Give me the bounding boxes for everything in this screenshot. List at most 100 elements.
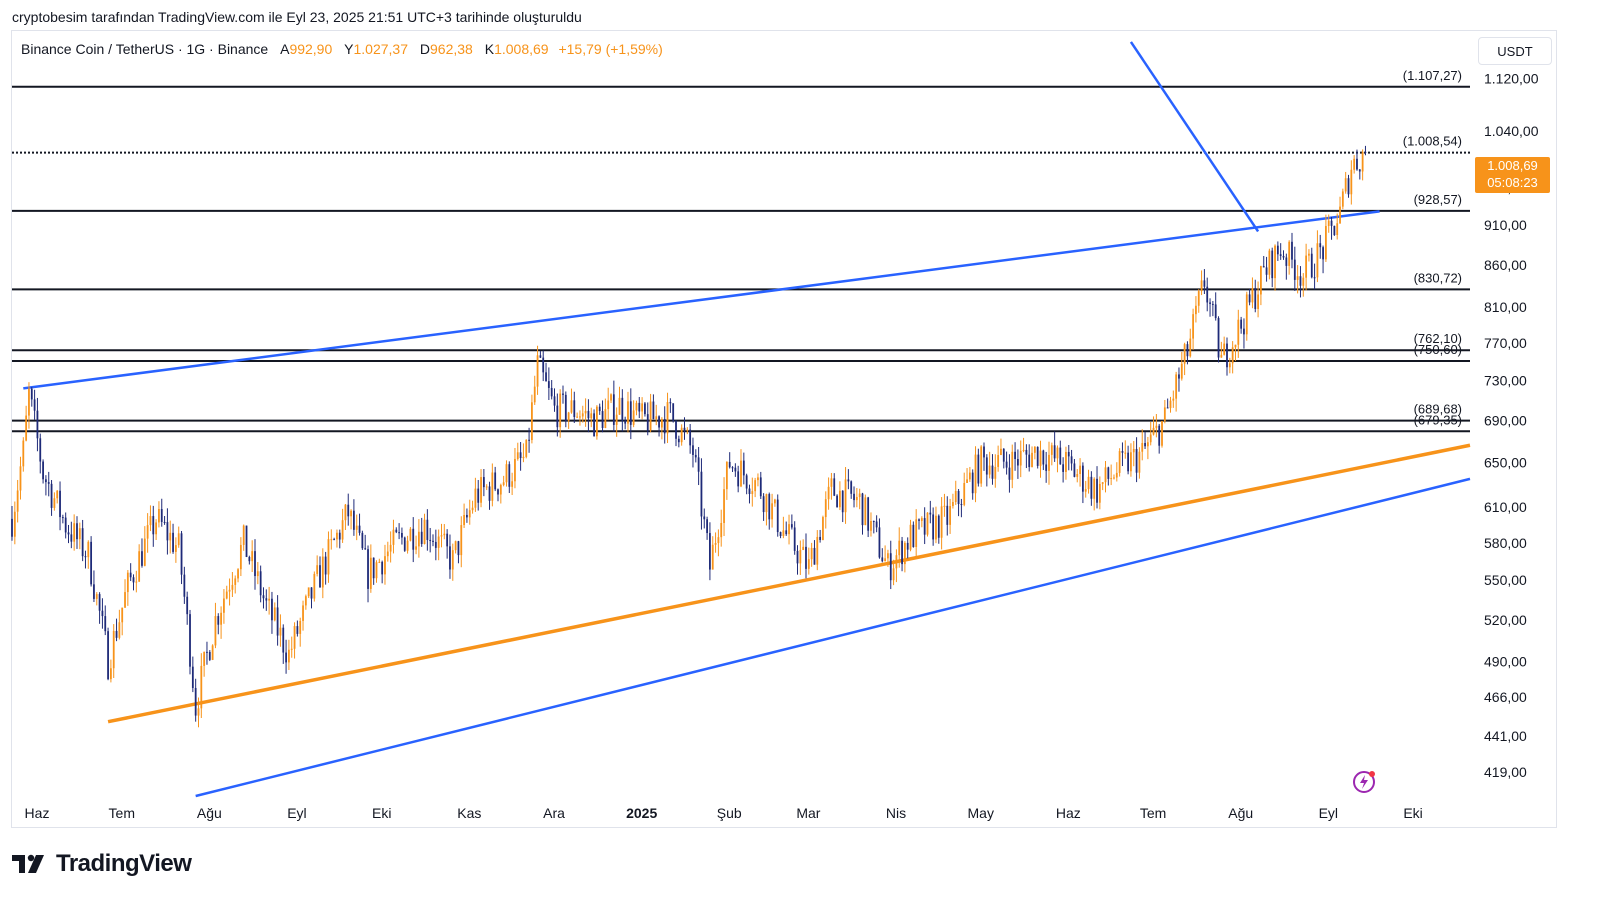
candle-body — [1186, 344, 1189, 357]
candle-body — [539, 355, 542, 358]
candle-body — [717, 537, 720, 544]
candle-body — [129, 572, 132, 578]
trendline[interactable] — [107, 443, 1471, 724]
candle-body — [745, 475, 748, 489]
candle-body — [850, 481, 853, 494]
candle-body — [132, 577, 135, 583]
candle-body — [1014, 451, 1016, 460]
change-value: +15,79 (+1,59%) — [558, 41, 663, 57]
candle-body — [1025, 449, 1028, 455]
open-label: A — [280, 41, 290, 57]
candle-body — [420, 531, 423, 544]
candle-body — [652, 401, 655, 420]
candle-body — [265, 598, 268, 601]
candle-body — [632, 410, 635, 425]
lightning-icon[interactable] — [1352, 769, 1378, 800]
candle-body — [1237, 319, 1240, 345]
candle-body — [954, 490, 957, 503]
candle-body — [482, 477, 485, 488]
high-label: Y — [344, 41, 354, 57]
time-tick-label: Eyl — [1319, 805, 1338, 821]
candle-body — [214, 616, 217, 646]
candle-body — [867, 497, 870, 531]
candle-body — [398, 532, 401, 534]
trendline[interactable] — [1129, 41, 1260, 233]
time-tick-label: May — [968, 805, 994, 821]
candle-body — [909, 524, 912, 550]
candle-body — [1166, 407, 1169, 409]
time-tick-label: Eki — [372, 805, 391, 821]
candle-body — [1336, 223, 1339, 236]
trendline[interactable] — [195, 477, 1471, 798]
candle-body — [1347, 178, 1350, 195]
candle-body — [172, 532, 174, 552]
candle-body — [499, 484, 502, 495]
candle-body — [369, 557, 372, 589]
price-tick-label: 520,00 — [1484, 612, 1527, 628]
candle-body — [1031, 452, 1033, 468]
candle-body — [878, 527, 881, 558]
candle-body — [169, 532, 172, 541]
time-tick-label: Kas — [457, 805, 481, 821]
candle-body — [19, 466, 22, 491]
price-tick-label: 770,00 — [1484, 335, 1527, 351]
symbol-name[interactable]: Binance Coin / TetherUS · 1G · Binance — [21, 41, 269, 57]
candle-body — [802, 546, 805, 551]
candle-body — [1288, 241, 1291, 266]
candle-body — [680, 427, 683, 443]
candle-body — [861, 493, 864, 526]
candle-body — [1163, 407, 1166, 422]
candle-body — [1254, 288, 1257, 309]
candle-body — [1115, 472, 1118, 478]
candle-body — [234, 578, 237, 585]
chart-frame[interactable] — [11, 30, 1557, 828]
candle-body — [742, 460, 745, 476]
candle-body — [163, 521, 166, 523]
time-tick-label: Mar — [796, 805, 820, 821]
candle-body — [1358, 169, 1361, 172]
candle-body — [895, 555, 898, 569]
candle-body — [918, 519, 920, 521]
candle-body — [1231, 347, 1234, 364]
candle-body — [1144, 443, 1146, 447]
candle-body — [316, 565, 319, 574]
candle-body — [1107, 467, 1110, 479]
tradingview-logo[interactable]: TradingView — [12, 850, 192, 878]
candle-body — [392, 529, 395, 545]
candle-body — [971, 472, 974, 494]
candle-body — [423, 519, 426, 544]
candle-body — [706, 519, 708, 534]
candle-body — [338, 532, 341, 540]
candle-body — [285, 652, 287, 663]
candle-body — [641, 403, 644, 412]
time-tick-label: Haz — [25, 805, 50, 821]
candle-body — [1313, 277, 1316, 279]
candle-body — [595, 406, 598, 437]
currency-button[interactable]: USDT — [1478, 37, 1552, 65]
candle-body — [819, 536, 822, 540]
candle-body — [1042, 450, 1045, 465]
candle-body — [1067, 451, 1070, 457]
candle-body — [658, 416, 660, 428]
candle-body — [381, 561, 384, 575]
candle-body — [358, 525, 361, 533]
candle-body — [64, 517, 67, 533]
trendline[interactable] — [23, 210, 1380, 390]
candle-body — [76, 523, 78, 540]
candle-body — [16, 490, 19, 512]
candle-body — [779, 532, 782, 537]
candle-body — [1265, 267, 1268, 275]
candle-body — [155, 522, 158, 535]
symbol-legend[interactable]: Binance Coin / TetherUS · 1G · Binance A… — [21, 41, 663, 57]
candle-body — [225, 591, 228, 599]
candle-body — [39, 438, 42, 462]
open-value: 992,90 — [289, 41, 333, 57]
candle-body — [98, 594, 101, 611]
candle-body — [42, 461, 44, 480]
candle-body — [1079, 465, 1081, 475]
candle-body — [556, 405, 559, 428]
candle-body — [324, 556, 327, 575]
candle-body — [1130, 452, 1132, 472]
candle-body — [751, 491, 754, 495]
